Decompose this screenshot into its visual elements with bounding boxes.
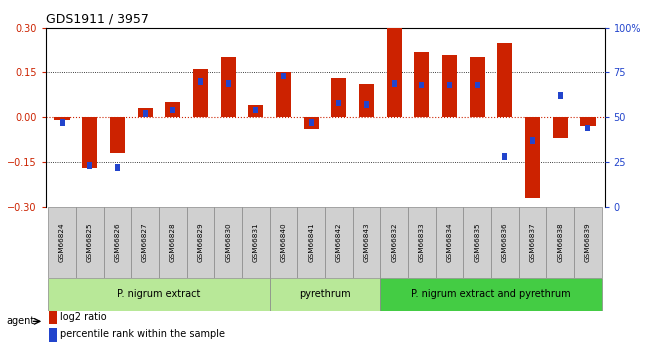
Bar — [364, 101, 369, 108]
Bar — [392, 80, 396, 87]
Bar — [586, 125, 590, 131]
Text: GSM66831: GSM66831 — [253, 223, 259, 262]
Text: percentile rank within the sample: percentile rank within the sample — [60, 329, 226, 339]
Bar — [270, 207, 297, 278]
Text: GSM66842: GSM66842 — [336, 223, 342, 262]
Bar — [387, 28, 402, 117]
Text: GSM66828: GSM66828 — [170, 223, 176, 262]
Bar — [165, 102, 181, 117]
Text: GSM66832: GSM66832 — [391, 223, 397, 262]
Bar — [48, 278, 270, 310]
Bar — [110, 117, 125, 153]
Bar — [580, 117, 595, 126]
Text: GSM66825: GSM66825 — [87, 223, 93, 262]
Bar — [408, 207, 436, 278]
Bar — [297, 207, 325, 278]
Text: GSM66835: GSM66835 — [474, 223, 480, 262]
Text: GSM66841: GSM66841 — [308, 223, 314, 262]
Bar — [49, 310, 57, 324]
Text: GSM66830: GSM66830 — [225, 223, 231, 262]
Bar — [131, 207, 159, 278]
Bar — [380, 278, 602, 310]
Text: GSM66829: GSM66829 — [198, 223, 203, 262]
Bar — [447, 82, 452, 88]
Bar — [159, 207, 187, 278]
Bar — [170, 107, 176, 114]
Bar — [519, 207, 547, 278]
Bar — [276, 72, 291, 117]
Bar — [325, 207, 353, 278]
Bar — [193, 69, 208, 117]
Bar — [353, 207, 380, 278]
Bar — [254, 107, 258, 114]
Bar — [220, 58, 236, 117]
Bar — [82, 117, 98, 168]
Bar — [547, 207, 574, 278]
Bar — [76, 207, 103, 278]
Text: GSM66833: GSM66833 — [419, 223, 425, 262]
Bar — [142, 110, 148, 117]
Bar — [304, 117, 318, 129]
Text: P. nigrum extract and pyrethrum: P. nigrum extract and pyrethrum — [411, 289, 571, 299]
Bar — [87, 162, 92, 169]
Text: GSM66837: GSM66837 — [530, 223, 536, 262]
Bar — [138, 108, 153, 117]
Bar — [558, 92, 563, 99]
Text: GSM66836: GSM66836 — [502, 223, 508, 262]
Bar — [49, 328, 57, 342]
Bar — [414, 51, 430, 117]
Text: pyrethrum: pyrethrum — [299, 289, 351, 299]
Bar — [502, 154, 508, 160]
Text: GSM66826: GSM66826 — [114, 223, 120, 262]
Text: GSM66839: GSM66839 — [585, 223, 591, 262]
Bar — [574, 207, 602, 278]
Bar — [248, 105, 263, 117]
Text: P. nigrum extract: P. nigrum extract — [117, 289, 201, 299]
Text: GSM66824: GSM66824 — [59, 223, 65, 262]
Bar — [103, 207, 131, 278]
Bar — [270, 278, 380, 310]
Text: agent: agent — [6, 316, 34, 326]
Bar — [359, 85, 374, 117]
Bar — [474, 82, 480, 88]
Bar — [552, 117, 568, 138]
Bar — [60, 119, 64, 126]
Text: GSM66827: GSM66827 — [142, 223, 148, 262]
Bar — [332, 78, 346, 117]
Bar — [336, 100, 341, 106]
Bar — [226, 80, 231, 87]
Bar — [198, 78, 203, 85]
Bar — [242, 207, 270, 278]
Bar — [436, 207, 463, 278]
Bar — [525, 117, 540, 198]
Bar — [469, 58, 485, 117]
Bar — [491, 207, 519, 278]
Text: GSM66838: GSM66838 — [557, 223, 563, 262]
Bar — [419, 82, 424, 88]
Bar — [463, 207, 491, 278]
Bar — [187, 207, 214, 278]
Bar — [214, 207, 242, 278]
Bar — [55, 117, 70, 120]
Text: GSM66840: GSM66840 — [281, 223, 287, 262]
Bar — [497, 42, 512, 117]
Bar — [48, 207, 76, 278]
Text: log2 ratio: log2 ratio — [60, 312, 107, 322]
Bar — [309, 119, 314, 126]
Bar — [530, 137, 535, 144]
Bar — [115, 164, 120, 171]
Bar — [442, 55, 457, 117]
Bar — [281, 73, 286, 79]
Bar — [380, 207, 408, 278]
Text: GSM66843: GSM66843 — [363, 223, 369, 262]
Text: GDS1911 / 3957: GDS1911 / 3957 — [46, 12, 148, 25]
Text: GSM66834: GSM66834 — [447, 223, 452, 262]
